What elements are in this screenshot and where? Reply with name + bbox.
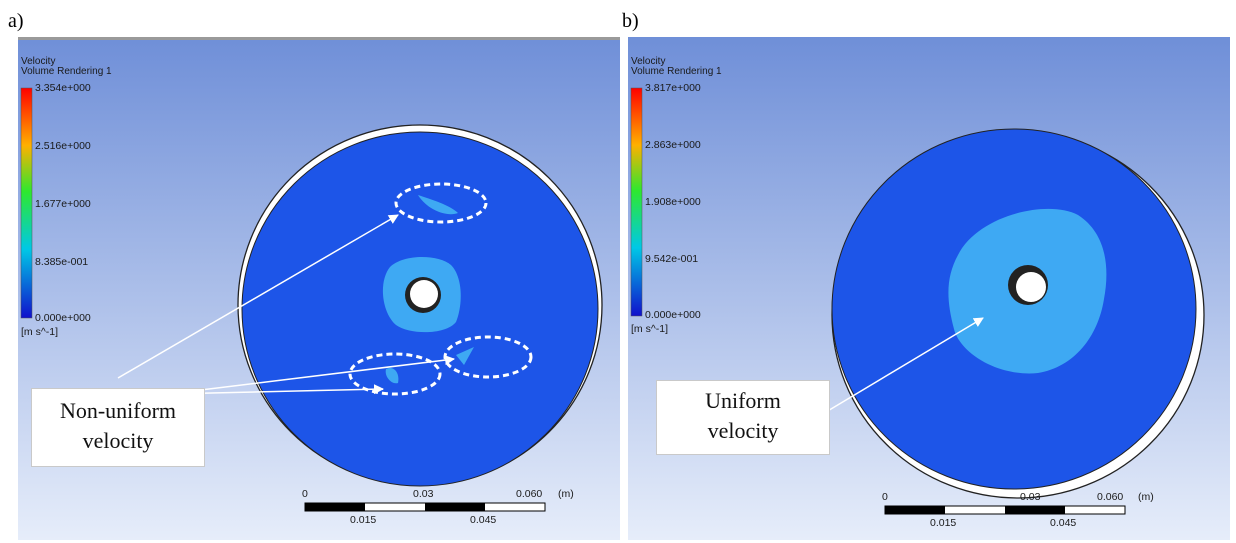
panel-b-legend-rendering: Volume Rendering 1 bbox=[631, 66, 722, 77]
panel-a-top-border bbox=[18, 37, 620, 40]
panel-a-highlight-left bbox=[348, 352, 442, 396]
panel-b-scale-label-0: 0 bbox=[882, 491, 888, 503]
panel-a-hub-hole bbox=[410, 280, 438, 308]
panel-a: Velocity Volume Rendering 1 3.354e+000 2… bbox=[18, 37, 620, 540]
panel-b-legend-tick-3: 1.908e+000 bbox=[645, 196, 701, 208]
panel-b-legend-tick-2: 2.863e+000 bbox=[645, 139, 701, 151]
panel-a-callout-line-2: velocity bbox=[82, 428, 154, 453]
panel-a-legend-tick-2: 2.516e+000 bbox=[35, 140, 91, 152]
panel-b-arrow bbox=[825, 317, 984, 413]
panel-a-scale-label-006: 0.060 bbox=[516, 488, 543, 500]
panel-a-callout: Non-uniform velocity bbox=[31, 388, 205, 467]
panel-a-scale-unit: (m) bbox=[558, 488, 574, 500]
panel-b-graphic bbox=[628, 37, 1230, 540]
panel-b: Velocity Volume Rendering 1 3.817e+000 2… bbox=[628, 37, 1230, 540]
panel-a-color-legend-bar bbox=[20, 87, 33, 319]
panel-a-callout-line-1: Non-uniform bbox=[59, 398, 177, 423]
panel-a-scale-label-003: 0.03 bbox=[413, 488, 434, 500]
panel-a-legend-tick-1: 3.354e+000 bbox=[35, 82, 91, 94]
panel-a-scale-label-0015: 0.015 bbox=[350, 514, 377, 526]
panel-a-legend-variable: Velocity bbox=[21, 56, 56, 67]
panel-b-scale-label-0015: 0.015 bbox=[930, 517, 957, 529]
panel-a-scale-label-0: 0 bbox=[302, 488, 308, 500]
panel-b-legend-tick-1: 3.817e+000 bbox=[645, 82, 701, 94]
panel-a-graphic bbox=[18, 37, 620, 540]
panel-b-scale-label-006: 0.060 bbox=[1097, 491, 1124, 503]
panel-a-scale-segment-3 bbox=[425, 503, 485, 511]
panel-a-legend-unit: [m s^-1] bbox=[21, 326, 59, 338]
panel-b-callout-line-2: velocity bbox=[707, 418, 779, 443]
panel-a-scale-label-0045: 0.045 bbox=[470, 514, 497, 526]
panel-a-arrow-to-top bbox=[117, 214, 399, 379]
panel-a-legend-tick-3: 1.677e+000 bbox=[35, 198, 91, 210]
panel-b-hub-hole bbox=[1016, 272, 1046, 302]
panel-b-callout: Uniform velocity bbox=[656, 380, 830, 455]
panel-b-legend-tick-4: 9.542e-001 bbox=[645, 253, 699, 265]
panel-a-spot-right bbox=[456, 347, 474, 365]
panel-a-spot-top bbox=[418, 195, 458, 215]
panel-a-highlight-top bbox=[394, 182, 488, 224]
panel-a-spot-left bbox=[385, 367, 399, 384]
panel-b-legend-tick-5: 0.000e+000 bbox=[645, 309, 701, 321]
panel-a-arrow-to-right bbox=[167, 355, 455, 395]
panel-a-legend-tick-5: 0.000e+000 bbox=[35, 312, 91, 324]
panel-b-scale-segment-1 bbox=[885, 506, 945, 514]
panel-a-label: a) bbox=[8, 10, 24, 32]
panel-b-scale-unit: (m) bbox=[1138, 491, 1154, 503]
panel-a-scale-segment-1 bbox=[305, 503, 365, 511]
panel-b-label: b) bbox=[622, 10, 639, 32]
panel-b-legend-unit: [m s^-1] bbox=[631, 323, 669, 335]
panel-b-color-legend-bar bbox=[630, 87, 643, 317]
panel-b-scale-segment-3 bbox=[1005, 506, 1065, 514]
panel-b-callout-line-1: Uniform bbox=[705, 388, 781, 413]
panel-b-legend-variable: Velocity bbox=[631, 56, 666, 67]
panel-b-scale-label-003: 0.03 bbox=[1020, 491, 1041, 503]
panel-a-legend-tick-4: 8.385e-001 bbox=[35, 256, 89, 268]
panel-b-scale-label-0045: 0.045 bbox=[1050, 517, 1077, 529]
panel-a-legend-rendering: Volume Rendering 1 bbox=[21, 66, 112, 77]
